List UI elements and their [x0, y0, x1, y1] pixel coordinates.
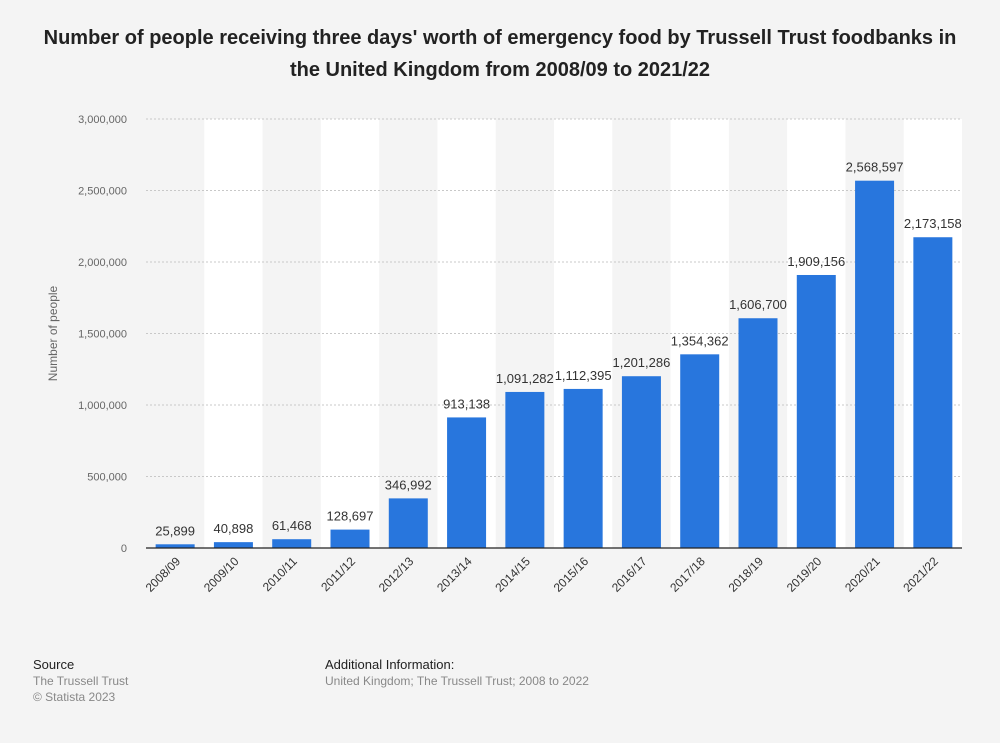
x-tick-label: 2013/14: [434, 554, 475, 595]
bar: [388, 498, 428, 548]
x-tick-label: 2021/22: [900, 554, 941, 595]
y-tick-label: 1,000,000: [78, 400, 127, 412]
bar: [680, 354, 720, 548]
source-name: The Trussell Trust: [33, 674, 129, 688]
x-tick-label: 2009/10: [201, 554, 242, 595]
data-label: 1,354,362: [671, 333, 729, 348]
y-tick-label: 500,000: [87, 472, 127, 484]
data-label: 913,138: [443, 396, 490, 411]
x-tick-label: 2015/16: [551, 554, 592, 595]
bar: [913, 237, 953, 548]
x-tick-label: 2011/12: [318, 554, 358, 594]
y-axis-label: Number of people: [46, 285, 60, 381]
x-tick-label: 2010/11: [260, 554, 300, 594]
data-label: 1,112,395: [555, 368, 612, 383]
bar: [272, 539, 312, 548]
x-tick-label: 2019/20: [784, 554, 825, 595]
data-label: 2,173,158: [904, 216, 962, 231]
additional-info-block: Additional Information: United Kingdom; …: [325, 657, 589, 689]
bar: [738, 318, 778, 548]
x-tick-label: 2018/19: [726, 554, 767, 595]
x-tick-label: 2020/21: [842, 554, 883, 595]
data-label: 1,606,700: [729, 297, 787, 312]
data-label: 1,201,286: [613, 355, 671, 370]
bar: [796, 274, 836, 548]
bar: [213, 542, 253, 548]
bar: [563, 388, 603, 548]
x-tick-label: 2012/13: [376, 554, 417, 595]
y-tick-label: 2,000,000: [78, 257, 127, 269]
data-label: 61,468: [272, 518, 312, 533]
y-tick-label: 3,000,000: [78, 114, 127, 126]
bar: [855, 180, 895, 549]
y-tick-label: 2,500,000: [78, 186, 127, 198]
source-heading: Source: [33, 657, 75, 672]
y-tick-label: 0: [121, 543, 127, 555]
data-label: 25,899: [155, 523, 195, 538]
data-label: 128,697: [327, 509, 374, 524]
y-tick-label: 1,500,000: [78, 329, 127, 341]
x-tick-label: 2017/18: [667, 554, 708, 595]
x-tick-label: 2008/09: [143, 554, 184, 595]
chart-title: Number of people receiving three days' w…: [43, 27, 957, 81]
x-tick-label: 2016/17: [609, 554, 650, 595]
additional-info-text: United Kingdom; The Trussell Trust; 2008…: [325, 674, 589, 688]
data-label: 2,568,597: [846, 160, 904, 175]
bar: [621, 376, 661, 548]
data-label: 346,992: [385, 477, 432, 492]
bar: [155, 544, 195, 548]
data-label: 1,909,156: [787, 254, 845, 269]
bar: [447, 417, 487, 548]
data-label: 1,091,282: [496, 371, 554, 386]
bar: [505, 391, 545, 548]
column-band: [204, 119, 263, 548]
copyright: © Statista 2023: [33, 690, 116, 704]
bar: [330, 529, 370, 548]
x-tick-label: 2014/15: [492, 554, 533, 595]
source-block: Source The Trussell Trust © Statista 202…: [33, 657, 128, 705]
additional-info-heading: Additional Information:: [325, 657, 455, 672]
bar-chart: 0 500,000 1,000,000 1,500,000 2,000,000 2,500…: [46, 114, 962, 595]
data-label: 40,898: [214, 521, 254, 536]
